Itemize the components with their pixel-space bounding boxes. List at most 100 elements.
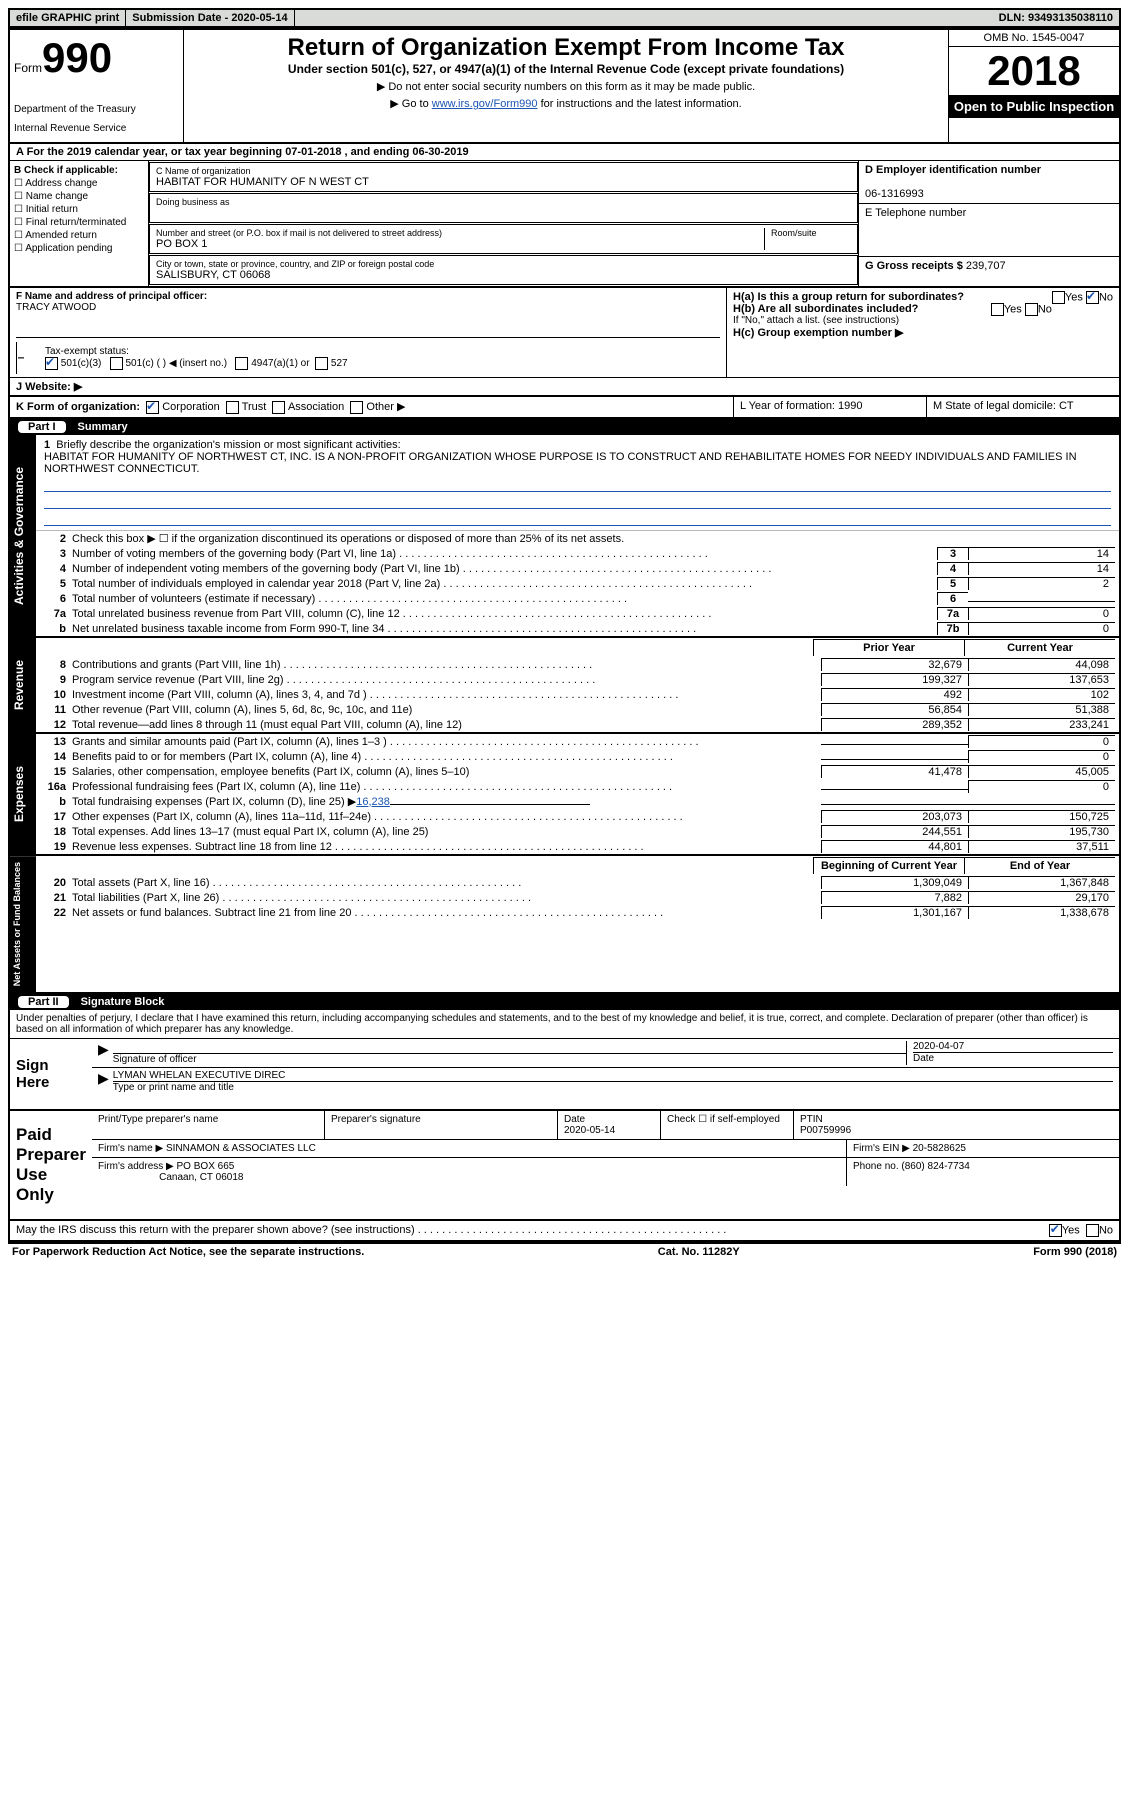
Hb-yes[interactable]: [991, 303, 1004, 316]
discuss-row: May the IRS discuss this return with the…: [10, 1221, 1119, 1242]
part2-tag: Part II: [18, 996, 69, 1008]
line-20-end: 1,367,848: [968, 876, 1115, 889]
line-13-prior: [821, 744, 968, 745]
note-ssn: ▶ Do not enter social security numbers o…: [192, 80, 940, 93]
firm-ein: 20-5828625: [913, 1143, 966, 1154]
line-7b-val: 0: [968, 622, 1115, 635]
phone-lbl: E Telephone number: [865, 207, 966, 219]
row-K: K Form of organization: Corporation Trus…: [10, 397, 1119, 419]
org-name-lbl: C Name of organization: [156, 166, 851, 176]
Ha-yes[interactable]: [1052, 291, 1065, 304]
discuss-yes[interactable]: [1049, 1224, 1062, 1237]
chk-corp[interactable]: [146, 401, 159, 414]
dept-treasury: Department of the Treasury: [14, 100, 179, 119]
addr-box: Number and street (or P.O. box if mail i…: [149, 224, 858, 254]
gross-val: 239,707: [966, 260, 1006, 272]
line-11-curr: 51,388: [968, 703, 1115, 716]
irs-link[interactable]: www.irs.gov/Form990: [432, 98, 538, 110]
ein-lbl: D Employer identification number: [865, 164, 1041, 176]
right-col: D Employer identification number 06-1316…: [859, 161, 1119, 286]
chk-address[interactable]: ☐ Address change: [14, 178, 144, 189]
chk-assoc[interactable]: [272, 401, 285, 414]
line-20-text: Total assets (Part X, line 16): [72, 877, 821, 889]
paid-prep-label: Paid Preparer Use Only: [10, 1111, 92, 1219]
line-5-text: Total number of individuals employed in …: [72, 578, 937, 590]
org-name-box: C Name of organization HABITAT FOR HUMAN…: [149, 162, 858, 192]
box-C: C Name of organization HABITAT FOR HUMAN…: [149, 161, 859, 286]
line-13: 13Grants and similar amounts paid (Part …: [36, 734, 1119, 749]
line-4-text: Number of independent voting members of …: [72, 563, 937, 575]
addr-lbl: Number and street (or P.O. box if mail i…: [156, 228, 764, 238]
Ha-no-lbl: No: [1099, 291, 1113, 303]
ptin-val: P00759996: [800, 1125, 851, 1136]
Hb-text: H(b) Are all subordinates included?: [733, 303, 918, 315]
Hb-no[interactable]: [1025, 303, 1038, 316]
chk-final-lbl: Final return/terminated: [26, 217, 127, 228]
discuss-no[interactable]: [1086, 1224, 1099, 1237]
lbl-527: 527: [331, 358, 348, 369]
chk-name[interactable]: ☐ Name change: [14, 191, 144, 202]
top-bar: efile GRAPHIC print Submission Date - 20…: [8, 8, 1121, 28]
officer-name: TRACY ATWOOD: [16, 302, 96, 313]
line-16b-prior: [821, 804, 968, 805]
chk-initial-lbl: Initial return: [26, 204, 78, 215]
Ha-no[interactable]: [1086, 291, 1099, 304]
form-number: 990: [42, 34, 112, 81]
firm-addr2: Canaan, CT 06018: [159, 1172, 243, 1183]
line-17-prior: 203,073: [821, 810, 968, 823]
tax-year: 2018: [949, 47, 1119, 95]
arrow-icon: [98, 1041, 113, 1065]
chk-501c[interactable]: [110, 357, 123, 370]
chk-final[interactable]: ☐ Final return/terminated: [14, 217, 144, 228]
line-4: 4Number of independent voting members of…: [36, 561, 1119, 576]
prep-date-val: 2020-05-14: [564, 1125, 615, 1136]
line-13-text: Grants and similar amounts paid (Part IX…: [72, 736, 821, 748]
line-7b-text: Net unrelated business taxable income fr…: [72, 623, 937, 635]
chk-501c3[interactable]: [45, 357, 58, 370]
chk-initial[interactable]: ☐ Initial return: [14, 204, 144, 215]
line-21-end: 29,170: [968, 891, 1115, 904]
line-13-curr: 0: [968, 735, 1115, 748]
dba-box: Doing business as: [149, 193, 858, 223]
line-16a-prior: [821, 789, 968, 790]
part1-tag: Part I: [18, 421, 66, 433]
chk-trust[interactable]: [226, 401, 239, 414]
chk-4947[interactable]: [235, 357, 248, 370]
hdr-current: Current Year: [964, 639, 1115, 656]
line-17: 17Other expenses (Part IX, column (A), l…: [36, 809, 1119, 824]
line-20: 20Total assets (Part X, line 16)1,309,04…: [36, 875, 1119, 890]
discuss-yes-lbl: Yes: [1062, 1224, 1080, 1236]
line-19-curr: 37,511: [968, 840, 1115, 853]
line-10-prior: 492: [821, 688, 968, 701]
box-G: G Gross receipts $ 239,707: [859, 257, 1119, 275]
firm-addr1: PO BOX 665: [177, 1161, 235, 1172]
firm-name: SINNAMON & ASSOCIATES LLC: [166, 1143, 316, 1154]
Ha-text: H(a) Is this a group return for subordin…: [733, 291, 964, 303]
line-21-begin: 7,882: [821, 891, 968, 904]
city-lbl: City or town, state or province, country…: [156, 259, 851, 269]
box-B: B Check if applicable: ☐ Address change …: [10, 161, 149, 286]
open-to-public: Open to Public Inspection: [949, 95, 1119, 118]
section-governance: Activities & Governance 1 Briefly descri…: [10, 435, 1119, 638]
firm-lbl: Firm's name ▶: [98, 1143, 163, 1154]
city-box: City or town, state or province, country…: [149, 255, 858, 285]
line-16b-link[interactable]: 16,238: [356, 796, 390, 808]
Hc-text: H(c) Group exemption number ▶: [733, 327, 903, 339]
efile-print-btn[interactable]: efile GRAPHIC print: [10, 10, 126, 26]
line-3: 3Number of voting members of the governi…: [36, 546, 1119, 561]
chk-527[interactable]: [315, 357, 328, 370]
line-14-curr: 0: [968, 750, 1115, 763]
line-18: 18Total expenses. Add lines 13–17 (must …: [36, 824, 1119, 839]
sig-date: 2020-04-07: [913, 1041, 964, 1052]
line-12-curr: 233,241: [968, 718, 1115, 731]
chk-other[interactable]: [350, 401, 363, 414]
form-word: Form: [14, 61, 42, 75]
line-16b-text: Total fundraising expenses (Part IX, col…: [72, 796, 356, 808]
chk-amended[interactable]: ☐ Amended return: [14, 230, 144, 241]
section-netassets: Net Assets or Fund Balances Beginning of…: [10, 856, 1119, 994]
line-14-text: Benefits paid to or for members (Part IX…: [72, 751, 821, 763]
H-a: H(a) Is this a group return for subordin…: [733, 291, 1113, 303]
line-16b-curr: [968, 804, 1115, 805]
chk-pending[interactable]: ☐ Application pending: [14, 243, 144, 254]
sig-name: LYMAN WHELAN EXECUTIVE DIREC: [113, 1070, 286, 1081]
